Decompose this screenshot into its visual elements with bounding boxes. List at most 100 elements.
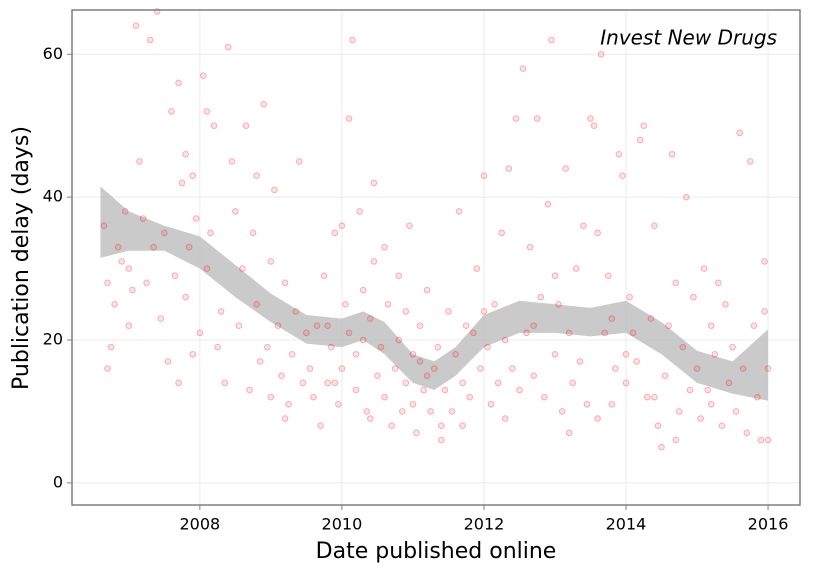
point [171, 272, 179, 280]
point [175, 379, 182, 387]
point [285, 400, 292, 408]
point [207, 229, 214, 237]
point [327, 343, 335, 351]
point [409, 350, 417, 358]
point [597, 50, 605, 58]
point [203, 265, 211, 272]
point [715, 279, 722, 287]
point [384, 300, 392, 308]
point [729, 343, 736, 351]
point [420, 386, 427, 394]
point [473, 265, 481, 272]
point [125, 265, 133, 272]
point [668, 150, 676, 158]
point [487, 400, 495, 408]
point [661, 372, 669, 380]
point [558, 408, 566, 415]
point [164, 358, 172, 365]
point [519, 65, 527, 72]
point [697, 415, 704, 422]
point [530, 322, 537, 330]
point [757, 436, 765, 444]
point [594, 229, 601, 237]
point [370, 179, 378, 187]
point [402, 308, 410, 315]
point [189, 350, 197, 358]
point [462, 322, 470, 330]
panel-border [71, 9, 801, 506]
point [764, 436, 772, 444]
point [118, 258, 126, 265]
x-tick-label: 2008 [179, 515, 220, 534]
point [342, 300, 349, 308]
point [494, 379, 502, 387]
point [317, 422, 324, 430]
point [299, 379, 307, 387]
point [232, 208, 239, 215]
point [754, 393, 761, 401]
point [352, 386, 360, 394]
point [551, 350, 559, 358]
point [249, 229, 257, 237]
point [161, 229, 168, 237]
point [114, 243, 122, 251]
point [441, 386, 449, 394]
point [764, 365, 772, 372]
point [636, 136, 644, 144]
point [459, 422, 466, 430]
point [331, 229, 339, 237]
point [185, 243, 193, 251]
point [370, 258, 378, 265]
point [200, 72, 207, 80]
y-tick-label: 60 [43, 44, 63, 63]
point [580, 222, 587, 230]
point [707, 400, 715, 408]
point [569, 379, 577, 387]
point [416, 322, 424, 330]
point [292, 308, 300, 315]
point [626, 293, 633, 301]
point [324, 322, 331, 330]
point [466, 393, 474, 401]
point [178, 179, 186, 187]
point [533, 115, 541, 122]
point [377, 343, 385, 351]
point [335, 400, 342, 408]
point [651, 393, 658, 401]
point [438, 436, 445, 444]
point [104, 279, 111, 287]
point [640, 122, 648, 130]
point [651, 222, 658, 230]
point [182, 150, 189, 158]
point [725, 379, 733, 387]
point [367, 415, 374, 422]
point [381, 393, 388, 401]
point [331, 379, 339, 387]
point [256, 358, 264, 365]
point [512, 115, 520, 122]
x-axis-title: Date published online [316, 539, 557, 564]
point [374, 372, 381, 380]
point [530, 372, 537, 380]
point [619, 172, 626, 180]
point [761, 308, 768, 315]
point [345, 329, 353, 337]
point [608, 315, 616, 322]
point [704, 386, 711, 394]
point [498, 229, 505, 237]
point [367, 315, 374, 322]
point [157, 315, 165, 322]
y-tick-label: 20 [43, 330, 63, 349]
point [363, 408, 371, 415]
point [409, 400, 417, 408]
point [395, 272, 403, 280]
point [693, 365, 701, 372]
point [548, 36, 555, 44]
point [352, 350, 360, 358]
x-tick-label: 2010 [322, 515, 363, 534]
point [107, 343, 115, 351]
point [267, 258, 275, 265]
point [182, 293, 189, 301]
point [246, 386, 253, 394]
